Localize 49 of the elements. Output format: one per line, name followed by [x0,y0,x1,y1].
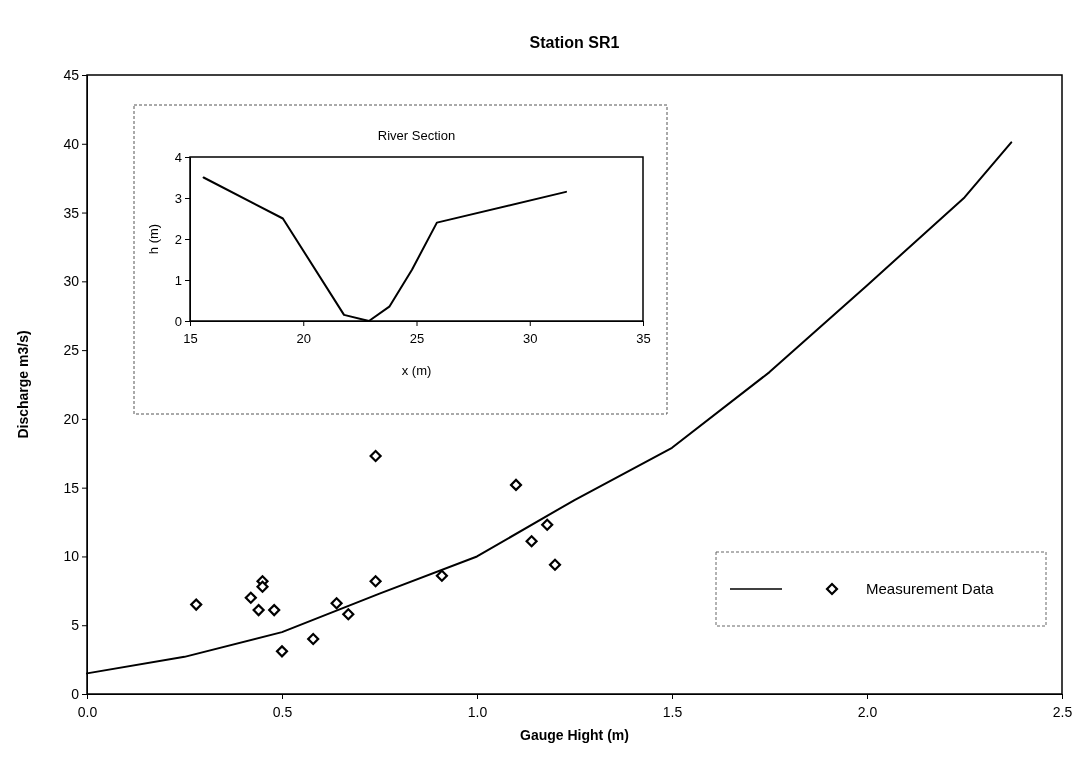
y-tick-label: 1 [174,272,182,288]
y-tick-label: 20 [63,410,80,427]
x-axis-title: x (m) [401,363,432,378]
point [256,580,269,593]
y-tick-label: 30 [63,273,80,290]
point [509,478,523,492]
y-tick-label: 25 [63,342,80,359]
legend-label: Measurement Data [866,580,995,598]
x-tick-label: 0.5 [272,704,293,721]
point [369,575,382,588]
point [268,603,281,617]
y-tick-label: 5 [71,617,80,634]
y-tick-label: 3 [174,190,182,206]
point [275,645,289,658]
legend-box: Measurement Data [715,551,1047,627]
y-tick-label: 4 [174,149,182,165]
x-tick-label: 0.0 [77,704,98,721]
y-tick-label: 15 [63,479,80,496]
x-axis-title: Gauge Hight (m) [520,727,629,743]
x-tick-label: 25 [409,331,425,347]
y-tick-label: 10 [63,548,80,565]
point [330,597,343,610]
point [190,598,203,611]
y-tick-label: 0 [174,313,182,329]
point [252,603,265,617]
y-tick-label: 0 [71,685,80,702]
point [244,591,257,604]
point [541,518,554,531]
y-tick-label: 45 [63,66,80,83]
y-tick-label: 2 [174,231,182,247]
point [342,608,355,621]
chart-title: Station SR1 [529,34,620,51]
x-tick-label: 1.5 [662,704,683,721]
point [369,449,382,463]
x-tick-label: 20 [296,331,311,347]
x-tick-label: 35 [636,331,651,347]
x-tick-label: 30 [523,331,538,347]
y-tick-label: 35 [63,204,80,221]
point [307,632,320,646]
x-tick-label: 2.0 [857,704,878,721]
x-tick-label: 2.5 [1052,704,1073,721]
point [525,535,538,548]
x-tick-label: 1.0 [467,704,488,721]
point [435,569,448,582]
chart-title: River Section [377,128,456,143]
y-axis-title: Discharge m3/s) [15,330,31,439]
y-axis-title: h (m) [146,223,161,255]
point [548,558,562,571]
y-tick-label: 40 [63,135,80,152]
